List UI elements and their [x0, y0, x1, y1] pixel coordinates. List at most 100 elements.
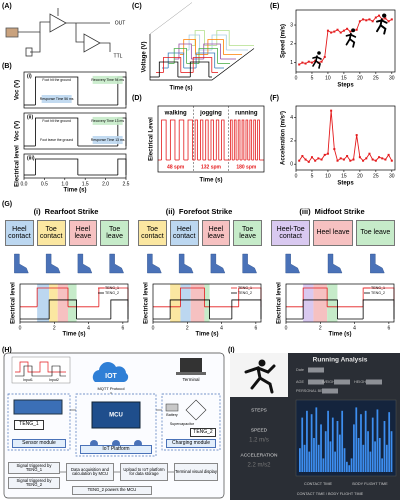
- data-point: [349, 30, 352, 33]
- foot-icon: [370, 253, 385, 274]
- x-axis-label: Time (s): [329, 332, 352, 338]
- data-point: [362, 18, 365, 21]
- legend-label: TENG_2: [238, 291, 252, 295]
- signal-pulse: [210, 119, 214, 160]
- x-axis-label: Time (s): [63, 332, 86, 338]
- teng-label: TENG_2: [190, 428, 216, 437]
- signal-bar: [383, 421, 386, 472]
- trace: [180, 39, 242, 55]
- signal-pulse: [194, 30, 205, 46]
- legend-label: TENG_1: [371, 286, 385, 290]
- y-tick-label: 2: [290, 41, 293, 47]
- data-point: [317, 157, 320, 160]
- data-point: [362, 159, 365, 162]
- data-point: [342, 29, 345, 32]
- signal-pulse: [178, 119, 185, 160]
- data-line: [298, 110, 393, 163]
- phase-band: [37, 284, 50, 322]
- arms: [345, 33, 357, 38]
- footer-label: CONTACT TIME / BODY FLIGHT TIME: [297, 492, 364, 496]
- data-point: [304, 158, 307, 161]
- cloud: [92, 362, 129, 382]
- trace: [150, 61, 212, 78]
- signal-pulse: [183, 39, 196, 55]
- circuit-label: OUT: [115, 20, 126, 26]
- y-axis-label: Electrical level: [277, 282, 283, 324]
- laptop-screen: [180, 358, 202, 372]
- section-rate: 48 spm: [167, 164, 185, 170]
- signal-pulse: [231, 299, 262, 319]
- sensor-board: [13, 399, 63, 415]
- x-tick-label: 0: [295, 75, 298, 81]
- signal-bar: [308, 451, 311, 472]
- data-point: [355, 134, 358, 137]
- x-tick-label: 4: [87, 325, 90, 331]
- note: Recovery Time 13 ms: [91, 119, 124, 123]
- runner-icon: [345, 28, 357, 48]
- data-point: [387, 20, 390, 23]
- teng-sensor: [5, 27, 19, 38]
- footer-label: CONTACT TIME: [304, 482, 333, 486]
- x-tick-label: 30: [389, 75, 395, 81]
- data-point: [301, 61, 304, 64]
- phase-band: [57, 284, 68, 322]
- dashboard-title: Running Analysis: [313, 357, 368, 364]
- signal-pulse: [158, 61, 179, 77]
- signal-pulse: [187, 119, 194, 160]
- signal-pulse: [48, 299, 77, 319]
- foot-icon: [77, 253, 93, 274]
- footer-label: BODY FLIGHT TIME: [352, 482, 388, 486]
- x-tick-label: 2.5: [123, 181, 130, 187]
- bridge-rectifier: [185, 399, 207, 421]
- section-label: jogging: [199, 111, 222, 117]
- mcu-board: [91, 401, 141, 429]
- legend-label: TENG_2: [371, 291, 385, 295]
- arms: [376, 19, 388, 24]
- leg: [258, 376, 274, 394]
- y-axis-label: Acceleration (m/s²): [280, 111, 287, 165]
- signal-pulse: [362, 299, 395, 319]
- data-point: [349, 159, 352, 162]
- x-tick-label: 25: [373, 173, 379, 179]
- wire: [75, 23, 84, 43]
- phase-label: Heel leave: [313, 220, 353, 246]
- input-wave: [15, 365, 66, 377]
- x-tick-label: 0: [285, 325, 288, 331]
- signal-pulse: [192, 57, 213, 73]
- foot-icon: [147, 253, 162, 274]
- panel-label: (E): [270, 3, 279, 10]
- plot-frame: [285, 283, 395, 323]
- phase-label: Toe leave: [233, 220, 262, 246]
- signal-pulse: [35, 117, 79, 146]
- signal-pulse: [110, 299, 129, 319]
- body: [244, 366, 262, 390]
- signal-bar: [334, 451, 336, 472]
- signal-bar: [346, 461, 348, 472]
- plot-frame: [157, 105, 265, 173]
- phase-label: Heel leave: [68, 220, 98, 246]
- signal-bar: [306, 410, 308, 472]
- foot-icon: [242, 253, 257, 274]
- resistor: [25, 47, 33, 57]
- axis: [149, 34, 255, 81]
- data-point: [326, 152, 329, 155]
- y-axis-label: Electrical Level: [149, 117, 155, 161]
- data-point: [371, 158, 374, 161]
- x-axis-label: Time (s): [196, 332, 219, 338]
- signal-pulse: [205, 119, 209, 160]
- signal-bar: [388, 412, 391, 472]
- data-point: [307, 60, 310, 63]
- subplot-title: (ii) Forefoot Strike: [166, 207, 233, 216]
- x-tick-label: 20: [357, 75, 363, 81]
- metric-value: 1.2 m/s: [249, 438, 269, 444]
- input-wave-box: [11, 356, 71, 384]
- signal-pulse: [195, 52, 216, 68]
- section-rate: 180 spm: [236, 164, 257, 170]
- data-point: [374, 159, 377, 162]
- signal-pulse: [253, 119, 256, 160]
- y-tick-label: 2: [290, 138, 293, 144]
- data-point: [330, 31, 333, 34]
- arms: [312, 56, 322, 60]
- signal-pulse: [215, 119, 220, 160]
- head: [317, 51, 321, 55]
